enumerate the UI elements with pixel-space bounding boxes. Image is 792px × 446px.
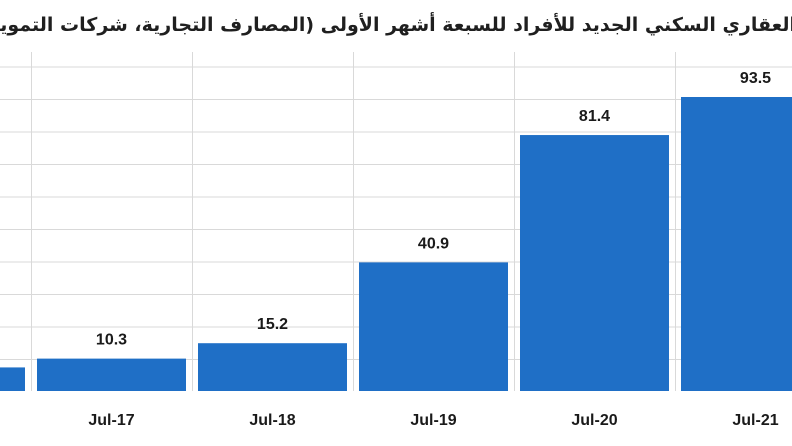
chart-title: العقاري السكني الجديد للأفراد للسبعة أشه… [0, 14, 792, 36]
bar [0, 367, 25, 391]
bar [359, 262, 508, 391]
data-label: 10.3 [96, 332, 127, 349]
data-label: 81.4 [579, 108, 610, 125]
x-tick-label: Jul-18 [249, 412, 295, 429]
bar [37, 358, 186, 391]
x-tick-label: Jul-17 [88, 412, 134, 429]
data-label: 15.2 [257, 316, 288, 333]
x-tick-label: Jul-21 [732, 412, 778, 429]
data-label: 93.5 [740, 70, 771, 87]
bar [681, 97, 792, 391]
bar [198, 343, 347, 391]
x-tick-label: Jul-19 [410, 412, 456, 429]
bar [520, 135, 669, 391]
x-tick-label: Jul-20 [571, 412, 617, 429]
data-label: 40.9 [418, 235, 449, 252]
